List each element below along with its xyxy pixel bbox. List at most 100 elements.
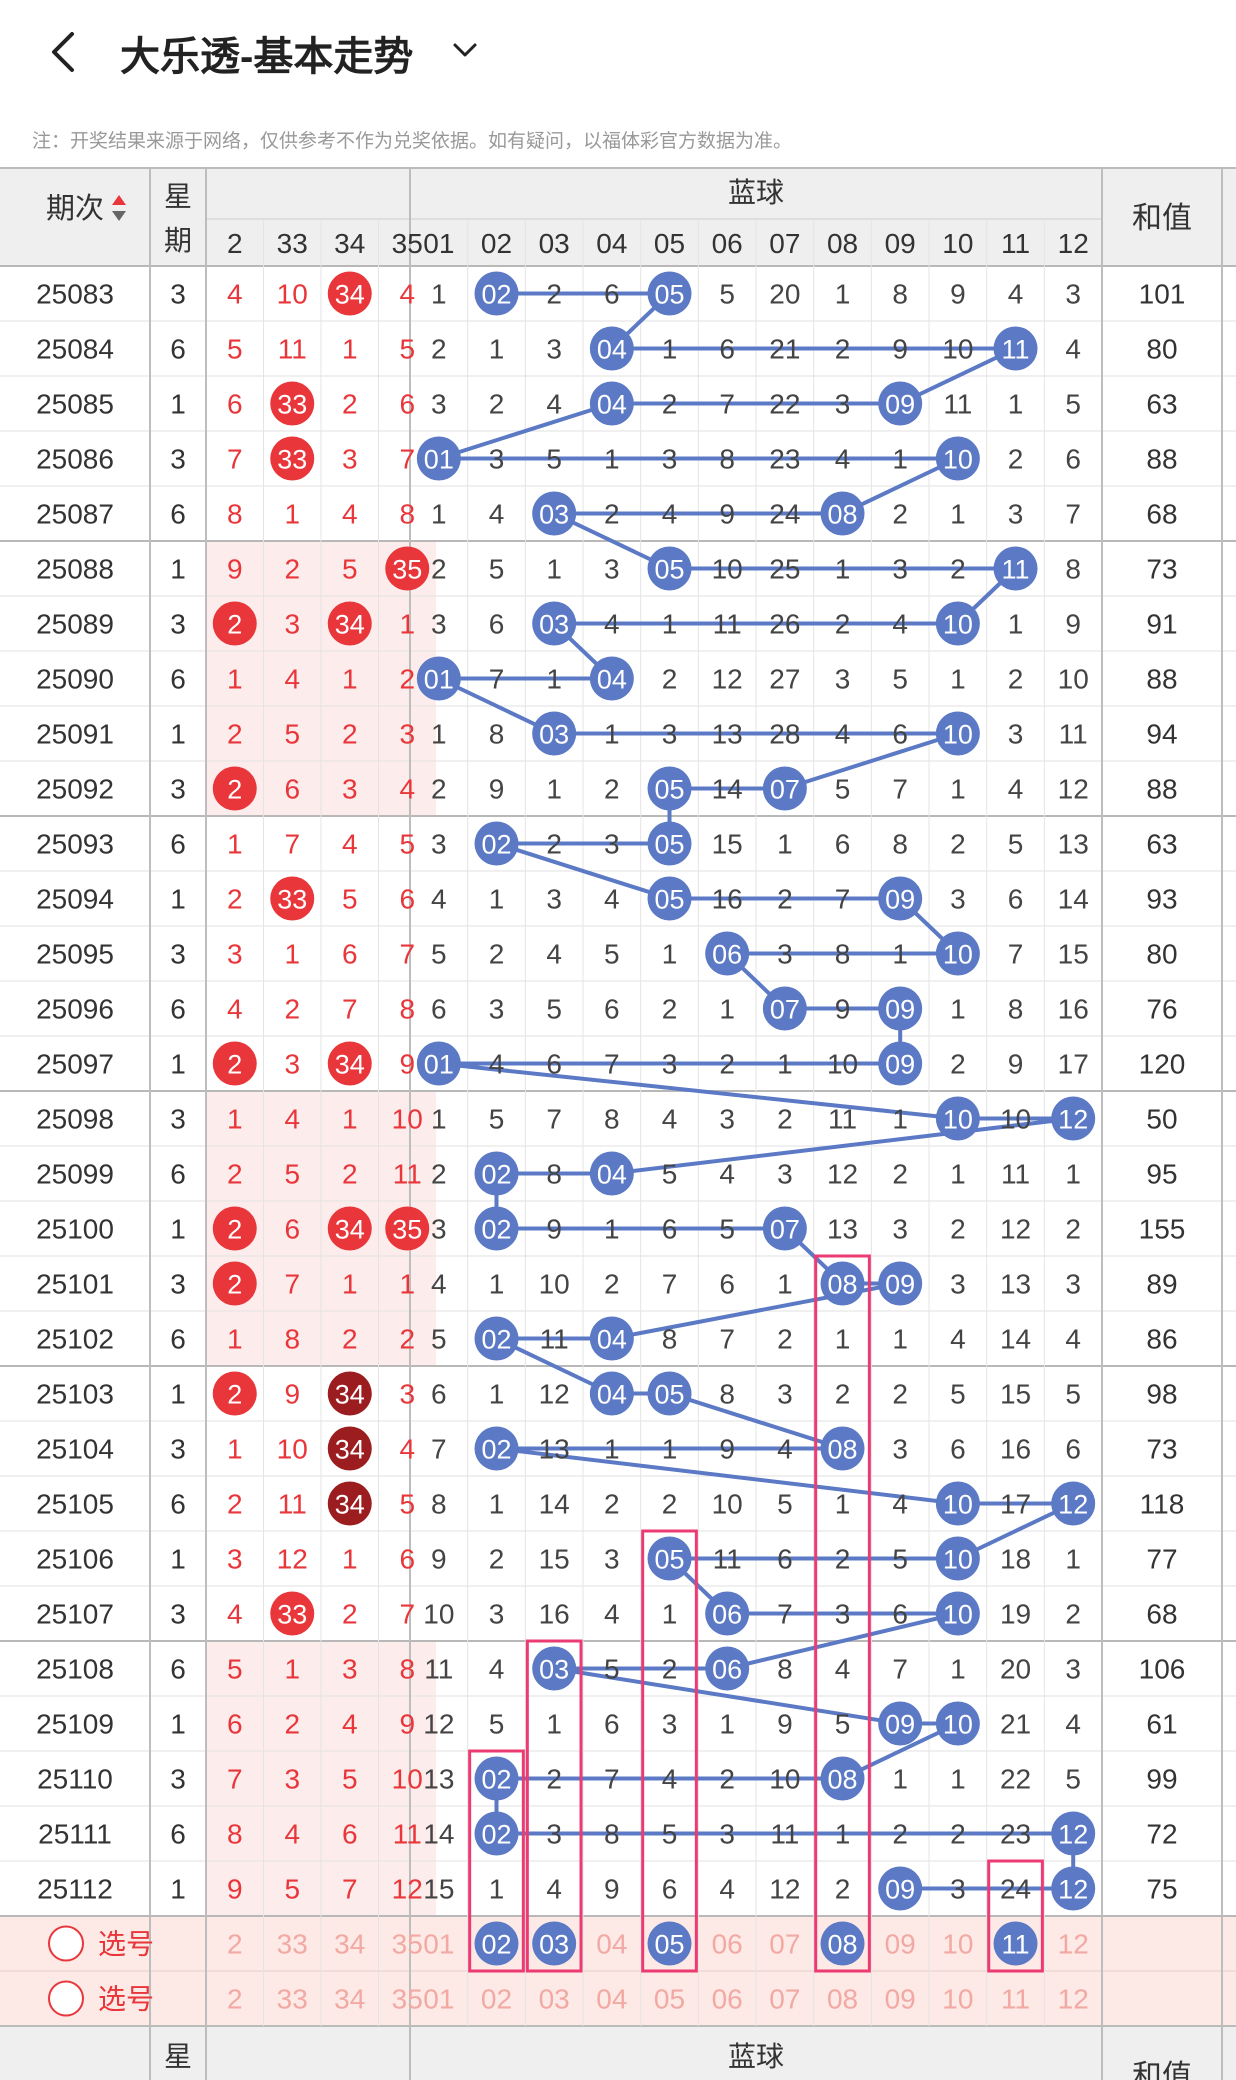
footer-sum-header: 和值 (1132, 2060, 1192, 2080)
select-red-number[interactable]: 34 (334, 1929, 365, 1960)
select-radio[interactable] (48, 1925, 84, 1962)
blue-ball-header: 蓝球 (728, 177, 784, 208)
blue-ball-number: 04 (597, 1380, 627, 1410)
blue-ball-number: 02 (481, 280, 511, 310)
blue-ball (705, 1646, 750, 1691)
select-radio[interactable] (48, 1980, 84, 2017)
blue-ball (935, 1591, 980, 1636)
selected-blue-ball[interactable] (993, 1921, 1038, 1966)
select-blue-number[interactable]: 09 (885, 1929, 916, 1960)
select-blue-number[interactable]: 01 (423, 1984, 454, 2015)
table-row: 25098 3 1 4 1 10 1 5 7 8 4 3 2 11 1 10 10 12 50 (36, 1096, 1178, 1141)
select-blue-number[interactable]: 04 (596, 1929, 627, 1960)
select-blue-number[interactable]: 04 (596, 1984, 627, 2015)
red-omission-cell: 9 (399, 1049, 415, 1080)
select-red-number[interactable]: 35 (392, 1929, 423, 1960)
blue-omission-cell: 16 (1058, 994, 1089, 1025)
select-blue-number[interactable]: 06 (712, 1984, 743, 2015)
blue-omission-cell: 8 (1008, 994, 1024, 1025)
select-red-number[interactable]: 35 (392, 1984, 423, 2015)
select-red-number[interactable]: 34 (334, 1984, 365, 2015)
blue-ball-number: 04 (597, 335, 627, 365)
red-omission-cell: 9 (227, 554, 243, 585)
blue-omission-cell: 4 (892, 1489, 908, 1520)
red-omission-cell: 3 (284, 609, 300, 640)
blue-omission-cell: 2 (489, 1544, 505, 1575)
select-red-number[interactable]: 33 (277, 1929, 308, 1960)
select-blue-number[interactable]: 10 (942, 1929, 973, 1960)
blue-omission-cell: 4 (950, 1324, 966, 1355)
blue-omission-cell: 1 (950, 1764, 966, 1795)
sort-button[interactable] (106, 190, 132, 226)
blue-omission-cell: 3 (604, 1544, 620, 1575)
red-ball-number: 33 (277, 1600, 307, 1630)
red-omission-cell: 7 (342, 994, 358, 1025)
blue-omission-cell: 4 (719, 1159, 735, 1190)
blue-omission-cell: 3 (892, 1434, 908, 1465)
sum-cell: 93 (1146, 884, 1177, 915)
table-row: 25087 6 8 1 4 8 1 4 03 2 4 9 24 08 2 1 3 7 68 (36, 491, 1178, 536)
blue-omission-cell: 3 (662, 1709, 678, 1740)
blue-omission-cell: 5 (546, 994, 562, 1025)
blue-col-header: 03 (539, 228, 570, 259)
table-row: 25109 1 6 2 4 9 12 5 1 6 3 1 9 5 09 10 21 4 61 (36, 1701, 1178, 1746)
select-blue-number[interactable]: 02 (481, 1984, 512, 2015)
selected-blue-ball[interactable] (532, 1921, 577, 1966)
blue-ball (589, 1151, 634, 1196)
red-omission-cell: 11 (278, 1489, 307, 1520)
blue-omission-cell: 2 (777, 884, 793, 915)
red-omission-cell: 9 (284, 1379, 300, 1410)
blue-omission-cell: 24 (1000, 1874, 1031, 1905)
select-blue-number[interactable]: 05 (654, 1984, 685, 2015)
blue-ball (993, 326, 1038, 371)
blue-ball (935, 1536, 980, 1581)
red-ball-number: 2 (227, 1215, 242, 1245)
red-omission-cell: 11 (278, 334, 307, 365)
table-row: 25108 6 5 1 3 8 11 4 03 5 2 06 8 4 7 1 20 3 106 (36, 1646, 1185, 1691)
sum-cell: 50 (1146, 1104, 1177, 1135)
blue-omission-cell: 2 (604, 1269, 620, 1300)
blue-ball (532, 1646, 577, 1691)
blue-omission-cell: 1 (431, 1104, 447, 1135)
table-row: 25101 3 2 7 1 1 4 1 10 2 7 6 1 08 09 3 13 3 89 (36, 1261, 1178, 1306)
blue-ball (647, 766, 692, 811)
sum-cell: 88 (1146, 444, 1177, 475)
select-blue-number[interactable]: 09 (885, 1984, 916, 2015)
select-blue-number[interactable]: 01 (423, 1929, 454, 1960)
select-red-number[interactable]: 2 (227, 1929, 243, 1960)
select-blue-number[interactable]: 07 (769, 1984, 800, 2015)
blue-ball (532, 601, 577, 646)
blue-omission-cell: 5 (1065, 389, 1081, 420)
select-blue-number[interactable]: 11 (1001, 1984, 1030, 2015)
blue-omission-cell: 7 (604, 1049, 620, 1080)
title-dropdown-button[interactable] (445, 30, 485, 70)
blue-omission-cell: 5 (1065, 1379, 1081, 1410)
select-red-number[interactable]: 2 (227, 1984, 243, 2015)
back-button[interactable] (40, 22, 90, 82)
blue-omission-cell: 1 (950, 664, 966, 695)
select-blue-number[interactable]: 07 (769, 1929, 800, 1960)
select-blue-number[interactable]: 03 (539, 1984, 570, 2015)
red-omission-cell: 5 (342, 554, 358, 585)
blue-ball (1051, 1096, 1096, 1141)
blue-omission-cell: 6 (431, 994, 447, 1025)
selected-blue-number: 11 (1002, 1930, 1030, 1960)
selected-blue-ball[interactable] (820, 1921, 865, 1966)
select-blue-number[interactable]: 12 (1058, 1929, 1089, 1960)
red-omission-cell: 5 (284, 719, 300, 750)
select-blue-number[interactable]: 08 (827, 1984, 858, 2015)
select-blue-number[interactable]: 12 (1058, 1984, 1089, 2015)
select-blue-number[interactable]: 06 (712, 1929, 743, 1960)
select-red-number[interactable]: 33 (277, 1984, 308, 2015)
blue-omission-cell: 10 (712, 1489, 743, 1520)
selected-blue-ball[interactable] (647, 1921, 692, 1966)
red-ball-number: 2 (227, 775, 242, 805)
select-blue-number[interactable]: 10 (942, 1984, 973, 2015)
selected-blue-ball[interactable] (474, 1921, 519, 1966)
sum-cell: 73 (1146, 1434, 1177, 1465)
red-omission-cell: 1 (227, 1434, 243, 1465)
red-omission-cell: 1 (227, 829, 243, 860)
blue-omission-cell: 1 (950, 994, 966, 1025)
blue-omission-cell: 3 (719, 1819, 735, 1850)
period-cell: 25097 (36, 1049, 114, 1080)
